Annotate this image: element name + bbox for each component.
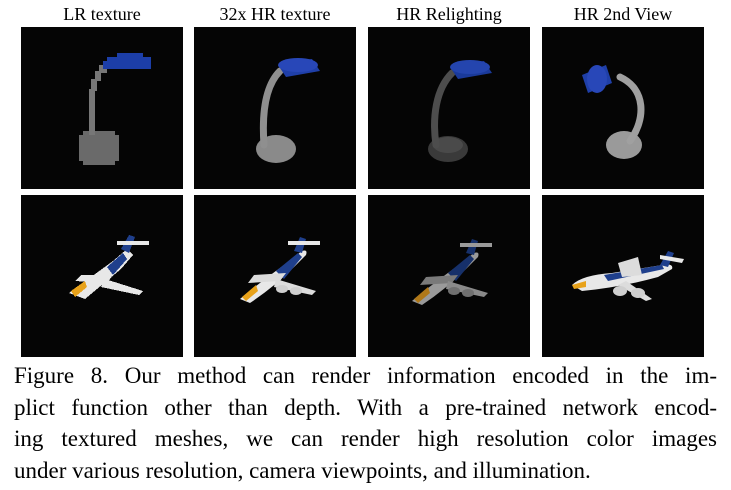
caption-line: plict function other than depth. With a … bbox=[14, 394, 717, 420]
column-label-hr-relighting: HR Relighting bbox=[396, 4, 502, 24]
column-label-hr-texture: 32x HR texture bbox=[219, 4, 331, 24]
lamp-lr-texture-image bbox=[21, 27, 183, 189]
caption-line: under various resolution, camera viewpoi… bbox=[14, 457, 591, 483]
lamp-hr-relighting-image bbox=[368, 27, 530, 189]
lamp-hr-texture-image bbox=[194, 27, 356, 189]
caption-line: Figure 8. Our method can render informat… bbox=[14, 363, 717, 388]
airplane-hr-relighting-image bbox=[368, 195, 530, 357]
caption-line: ing textured meshes, we can render high … bbox=[14, 426, 717, 451]
lamp-hr-2nd-view-image bbox=[542, 27, 704, 189]
figure-caption: Figure 8. Our method can render informat… bbox=[14, 360, 717, 486]
airplane-hr-texture-image bbox=[194, 195, 356, 357]
column-label-lr-texture: LR texture bbox=[63, 4, 141, 24]
airplane-hr-2nd-view-image bbox=[542, 195, 704, 357]
airplane-lr-texture-image bbox=[21, 195, 183, 357]
column-label-hr-2nd-view: HR 2nd View bbox=[573, 4, 673, 24]
